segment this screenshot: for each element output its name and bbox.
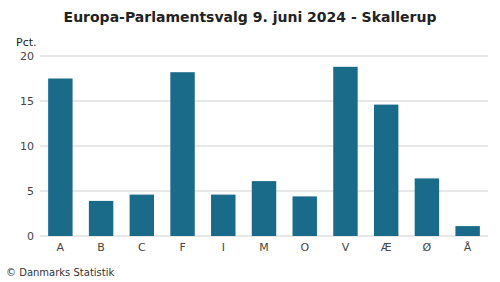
y-axis: 0 5 10 15 20 xyxy=(20,50,34,243)
bar xyxy=(48,79,72,237)
x-tick-label: Å xyxy=(464,241,472,254)
grid-line xyxy=(40,101,488,102)
x-tick-label: F xyxy=(179,241,185,254)
bar xyxy=(89,201,113,236)
chart-svg: Europa-Parlamentsvalg 9. juni 2024 - Ska… xyxy=(0,0,500,282)
bar xyxy=(455,226,479,236)
bar xyxy=(170,72,194,236)
grid-line xyxy=(40,146,488,147)
x-tick-label: I xyxy=(222,241,225,254)
bar xyxy=(130,195,154,236)
y-tick-label: 5 xyxy=(27,185,34,198)
y-tick-label: 20 xyxy=(20,50,34,63)
x-tick-label: Ø xyxy=(423,241,432,254)
y-tick-label: 15 xyxy=(20,95,34,108)
bars xyxy=(48,67,480,236)
bar xyxy=(252,181,276,236)
grid-line xyxy=(40,56,488,57)
x-tick-label: A xyxy=(57,241,65,254)
bar xyxy=(415,178,439,236)
bar xyxy=(293,196,317,236)
x-tick-label: V xyxy=(342,241,350,254)
y-axis-label: Pct. xyxy=(16,36,37,49)
x-tick-label: C xyxy=(138,241,146,254)
chart-container: Europa-Parlamentsvalg 9. juni 2024 - Ska… xyxy=(0,0,500,282)
bar xyxy=(374,105,398,236)
x-tick-label: B xyxy=(97,241,105,254)
bar xyxy=(211,195,235,236)
y-tick-label: 10 xyxy=(20,140,34,153)
footer: © Danmarks Statistik xyxy=(6,267,115,278)
x-tick-label: Æ xyxy=(381,241,392,254)
x-axis: ABCFIMOVÆØÅ xyxy=(57,241,472,254)
x-tick-label: O xyxy=(300,241,309,254)
y-tick-label: 0 xyxy=(27,230,34,243)
x-tick-label: M xyxy=(259,241,269,254)
grid xyxy=(40,56,488,236)
title: Europa-Parlamentsvalg 9. juni 2024 - Ska… xyxy=(64,9,437,25)
bar xyxy=(333,67,357,236)
